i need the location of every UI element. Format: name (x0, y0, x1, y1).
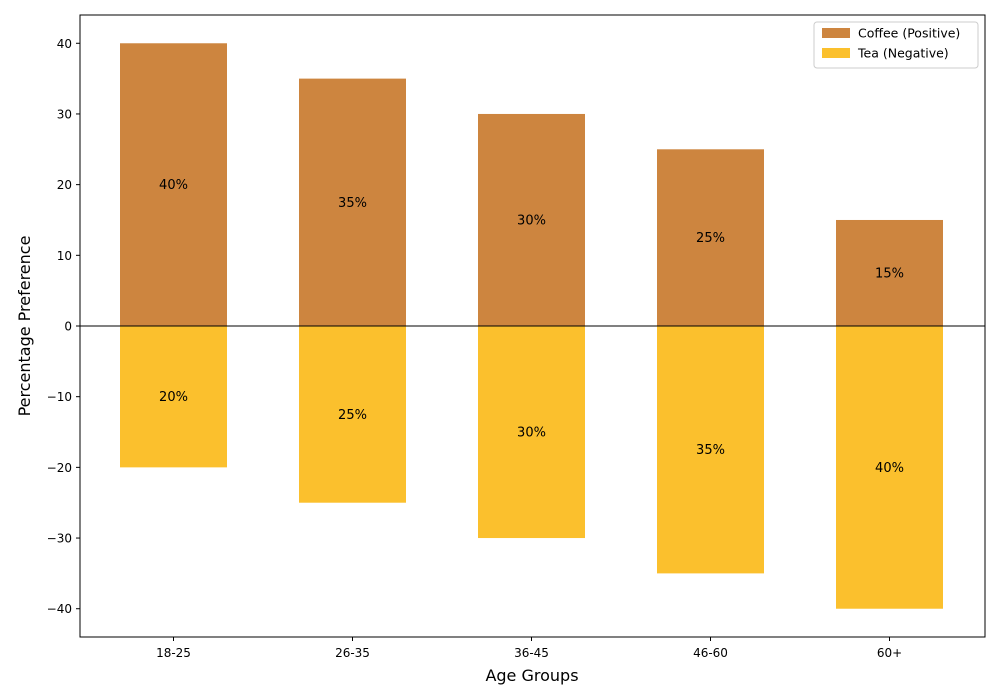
data-label: 35% (696, 443, 725, 458)
y-tick-label: 20 (57, 178, 72, 192)
bar-coffee-46-60 (657, 149, 764, 326)
bar-tea-18-25 (120, 326, 227, 468)
bar-coffee-18-25 (120, 43, 227, 326)
data-label: 40% (159, 178, 188, 193)
data-label: 40% (875, 461, 904, 476)
y-tick-label: 40 (57, 37, 72, 51)
legend-label: Tea (Negative) (857, 46, 949, 61)
x-tick-label: 46-60 (693, 646, 728, 660)
x-axis-label: Age Groups (485, 666, 578, 685)
y-tick-label: 10 (57, 249, 72, 263)
y-tick-label: −30 (47, 532, 72, 546)
bar-tea-36-45 (478, 326, 585, 539)
data-label: 15% (875, 266, 904, 281)
legend-swatch-coffee (822, 28, 850, 38)
bar-coffee-26-35 (299, 78, 406, 326)
x-tick-label: 18-25 (156, 646, 191, 660)
y-tick-label: −10 (47, 390, 72, 404)
x-tick-label: 36-45 (514, 646, 549, 660)
legend: Coffee (Positive) Tea (Negative) (813, 21, 979, 69)
legend-swatch-tea (822, 48, 850, 58)
bar-tea-60+ (836, 326, 943, 609)
data-label: 25% (338, 408, 367, 423)
data-label: 20% (159, 390, 188, 405)
y-tick-label: −40 (47, 602, 72, 616)
y-axis-label: Percentage Preference (15, 236, 34, 417)
x-tick-label: 26-35 (335, 646, 370, 660)
y-tick-label: 0 (64, 320, 72, 334)
data-label: 30% (517, 426, 546, 441)
legend-label: Coffee (Positive) (858, 26, 960, 41)
legend-box (813, 21, 979, 69)
bar-tea-26-35 (299, 326, 406, 503)
bar-tea-46-60 (657, 326, 764, 574)
plot-area: 40% 35% 30% 25% 15% 20% 25% 30% 35% 40% 40 30 20 10 0 −… (47, 14, 986, 660)
bar-coffee-60+ (836, 219, 943, 326)
y-tick-label: −20 (47, 461, 72, 475)
bar-coffee-36-45 (478, 113, 585, 326)
x-tick-label: 60+ (877, 646, 902, 660)
data-label: 25% (696, 231, 725, 246)
data-label: 35% (338, 196, 367, 211)
y-tick-label: 30 (57, 107, 72, 121)
data-label: 30% (517, 213, 546, 228)
